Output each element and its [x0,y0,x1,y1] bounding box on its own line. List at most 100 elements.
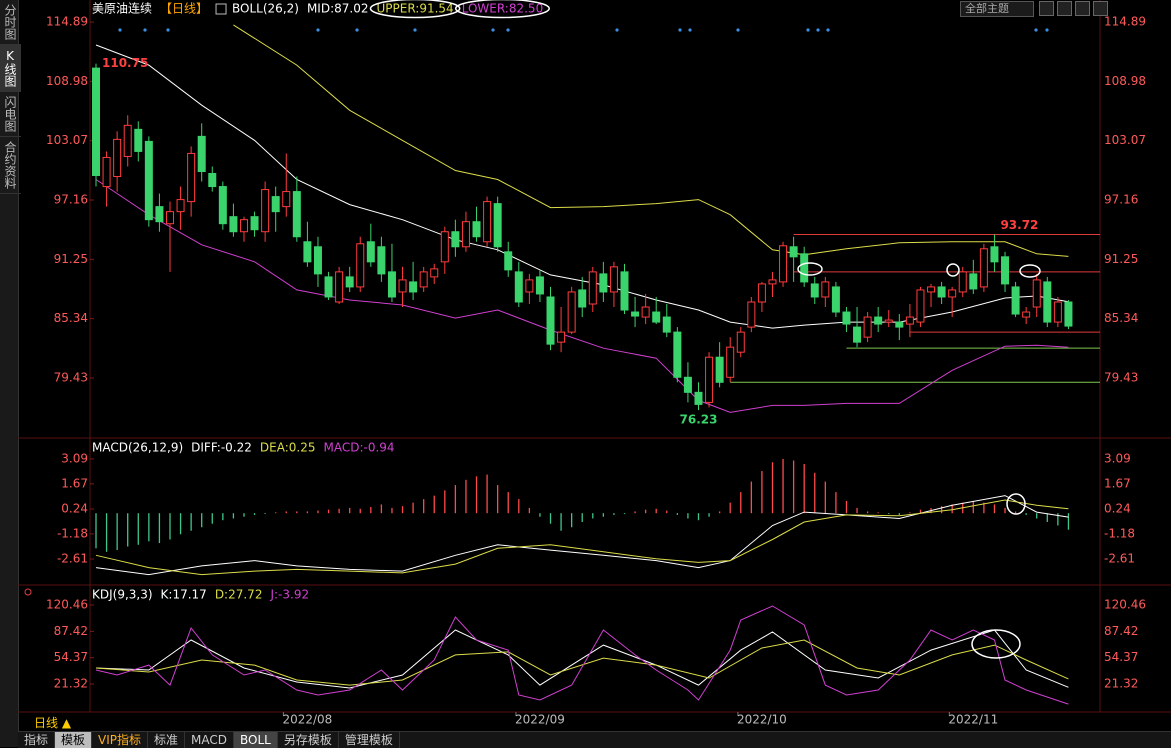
x-tick-label: 2022/08 [282,713,332,727]
y-tick-label: 1.67 [61,476,88,490]
user-ellipses [797,262,1041,659]
candle-body [144,140,153,221]
candle-body [662,316,671,333]
toolbar-tab[interactable]: 模板 [55,732,93,748]
candle-body [779,245,788,283]
candle-body [884,319,893,323]
candle-body [292,191,301,238]
y-tick-label: 85.34 [1104,311,1138,325]
candle-body [271,196,280,213]
toolbar-tab[interactable]: BOLL [234,732,278,748]
y-tick-label: 21.32 [54,677,88,691]
candle-body [430,268,439,278]
indicator-line [95,629,1069,689]
candle-body [609,266,618,293]
sidebar: 分时图 K线图 闪电图 合约资料 [0,0,21,747]
y-tick-label: 120.46 [46,598,88,612]
sidebar-tab[interactable]: 分时图 [0,0,21,45]
y-tick-label: 97.16 [1104,193,1138,207]
y-tick-label: 103.07 [46,133,88,147]
plot-area: 美原油连续 【日线】 BOLL(26,2) MID:87.02 UPPER:91.54 L… [46,0,1146,727]
y-tick-label: 91.25 [54,252,88,266]
candle-body [948,289,957,298]
period-selector[interactable]: 日线 ▲ [34,716,72,730]
candle-body [483,201,492,243]
y-tick-label: -2.61 [57,552,88,566]
chart: 美原油连续 【日线】 BOLL(26,2) MID:87.02 UPPER:91.54 L… [18,0,1171,727]
toolbar-tab[interactable]: 指标 [18,732,56,748]
candle-body [979,248,988,288]
candle-body [303,241,312,263]
candle-body [1022,311,1031,318]
candle-body [705,356,714,403]
indicator-label: 美原油连续 [92,1,152,16]
toolbar-tab[interactable]: 标准 [148,732,186,748]
candle-body [652,311,661,323]
indicator-line [95,44,1069,329]
sidebar-tab[interactable]: 闪电图 [0,92,21,137]
candle-body [229,216,238,233]
indicator-label: 【日线】 [160,2,208,16]
candle-body [261,189,270,233]
candle-body [842,311,851,325]
candle-body [821,281,830,298]
candle-body [990,246,999,263]
indicator-label: D:27.72 [215,588,263,602]
indicator-label: J:-3.92 [269,588,309,602]
theme-select[interactable]: 全部主题 [960,1,1034,17]
candle-body [366,241,375,263]
candle-body [694,391,703,405]
candle-body [1053,301,1062,323]
icon-button[interactable] [1093,1,1108,16]
toolbar-tab[interactable]: 另存模板 [278,732,339,748]
indicator-line [95,495,1069,576]
indicator-label: KDJ(9,3,3) [92,588,153,602]
y-tick-label: 114.89 [1104,15,1146,29]
candle-body [123,124,132,157]
price-annotation: 76.23 [680,413,718,427]
candle-body [208,173,217,188]
candle-body [905,316,914,325]
candle-body [958,271,967,293]
candle-body [599,273,608,293]
candle-body [800,253,809,283]
indicator-label: MACD(26,12,9) [92,441,183,455]
candle-body [916,289,925,323]
icon-button[interactable] [1075,1,1090,16]
y-tick-label: 103.07 [1104,133,1146,147]
candle-body [683,376,692,393]
candle-body [387,271,396,298]
candle-body [1032,279,1041,308]
candle-body [546,296,555,345]
toolbar-tab[interactable]: MACD [185,732,235,748]
y-tick-label: 108.98 [1104,74,1146,88]
indicator-label: MID:87.02 [307,2,369,16]
y-tick-label: 0.24 [61,501,88,515]
candle-body [345,276,354,288]
candle-body [525,279,534,293]
candle-body [927,286,936,293]
candle-body [789,246,798,258]
price-annotation: 93.72 [1000,218,1038,232]
toolbar-tab[interactable]: 管理模板 [339,732,400,748]
candle-body [1043,281,1052,323]
icon-button[interactable] [1039,1,1054,16]
y-tick-label: 85.34 [54,311,88,325]
candle-body [324,276,333,298]
candle-body [113,138,122,178]
toolbar-tab[interactable]: VIP指标 [92,732,149,748]
sidebar-tab[interactable]: 合约资料 [0,137,21,194]
candle-body [102,156,111,188]
candle-body [419,271,428,288]
icon-button[interactable] [1057,1,1072,16]
candle-body [1064,301,1073,327]
y-tick-label: 79.43 [54,370,88,384]
settings-icon[interactable] [24,588,32,596]
candle-body [853,326,862,343]
candle-body [250,216,259,231]
signal-dots [118,28,1049,32]
sidebar-tab[interactable]: K线图 [0,45,21,92]
x-tick-label: 2022/11 [948,713,998,727]
y-tick-label: 54.37 [1104,650,1138,664]
candle-body [969,273,978,290]
